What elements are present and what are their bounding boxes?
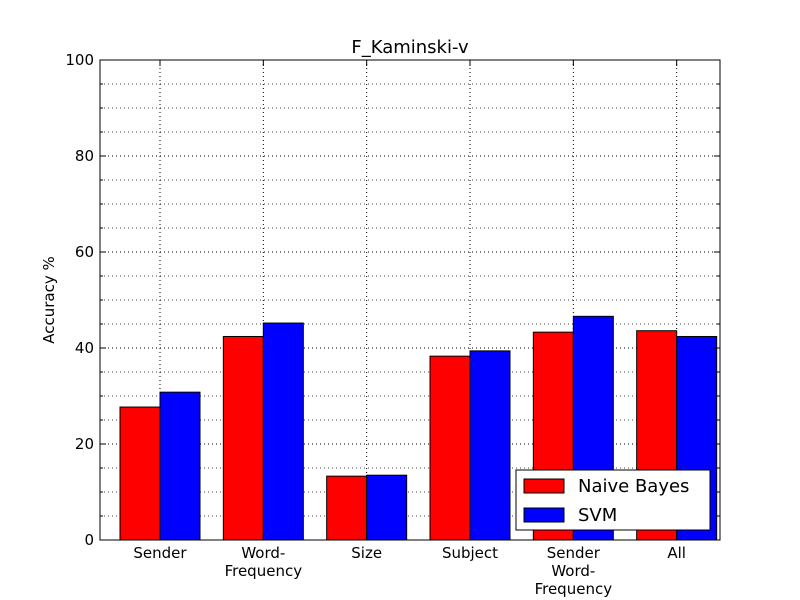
bar-naive-bayes [429,355,471,541]
legend-swatch [523,478,565,494]
legend-label: Naive Bayes [578,476,689,497]
legend-swatch [523,507,565,523]
y-tick-label: 80 [75,147,94,165]
legend: Naive Bayes SVM [515,469,711,531]
bar-svm [262,322,304,541]
bar-svm [366,474,408,541]
bar-naive-bayes [222,335,264,541]
y-axis: 0 20 40 60 80 100 [65,51,720,549]
y-axis-label: Accuracy % [40,256,58,344]
bar-svm [159,391,201,541]
legend-label: SVM [578,505,617,526]
x-tick-label: Sender Word-Frequency [535,544,613,598]
chart-title: F_Kaminski-v [351,37,469,58]
y-tick-label: 0 [84,531,94,549]
y-tick-label: 40 [75,339,94,357]
x-tick-label: Sender [133,544,187,562]
x-tick-label: Word-Frequency [225,544,303,580]
bar-naive-bayes [326,475,368,541]
bar-naive-bayes [119,406,161,541]
x-tick-label: Subject [442,544,498,562]
bar-svm [469,350,511,541]
y-tick-label: 20 [75,435,94,453]
y-tick-label: 100 [65,51,94,69]
x-tick-label: Size [351,544,382,562]
x-tick-label: All [667,544,686,562]
y-tick-label: 60 [75,243,94,261]
